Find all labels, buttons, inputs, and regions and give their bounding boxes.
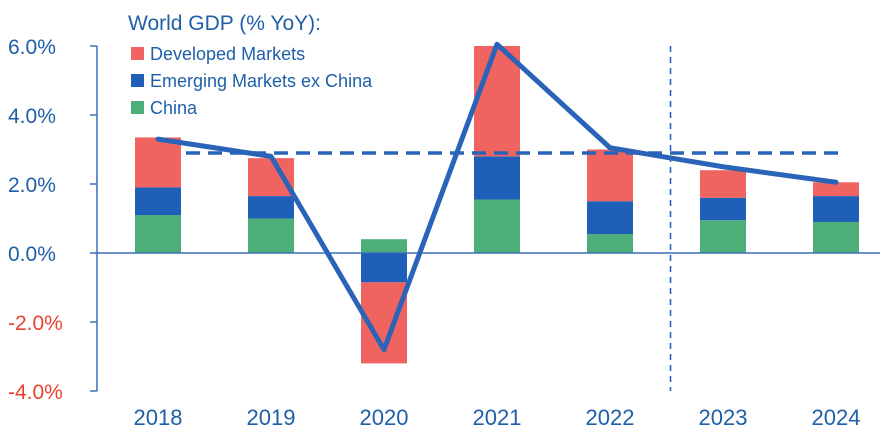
- bar-segment: [587, 201, 633, 235]
- x-tick-label: 2024: [812, 405, 861, 430]
- bar-segment: [135, 137, 181, 188]
- legend-label: China: [150, 98, 198, 118]
- bar-segment: [361, 239, 407, 253]
- legend-swatch: [131, 101, 144, 114]
- legend-swatch: [131, 47, 144, 60]
- bar-segment: [700, 220, 746, 253]
- bar-segment: [248, 158, 294, 197]
- total-line-group: [155, 41, 839, 353]
- y-tick-label: 6.0%: [8, 36, 56, 59]
- chart-title: World GDP (% YoY):: [128, 12, 321, 35]
- bar-segment: [248, 218, 294, 253]
- bars-group: [95, 46, 880, 364]
- bar-segment: [813, 196, 859, 222]
- y-tick-label: -2.0%: [8, 312, 63, 335]
- legend-swatch: [131, 74, 144, 87]
- y-tick-label: 2.0%: [8, 174, 56, 197]
- bar-segment: [813, 182, 859, 197]
- x-tick-label: 2018: [134, 405, 183, 430]
- bar-segment: [587, 149, 633, 202]
- x-tick-label: 2023: [699, 405, 748, 430]
- legend-label: Emerging Markets ex China: [150, 71, 373, 91]
- y-axis: 6.0% 4.0% 2.0% 0.0% -2.0% -4.0%: [8, 36, 98, 404]
- bar-segment: [248, 196, 294, 219]
- bar-segment: [361, 253, 407, 283]
- x-tick-label: 2022: [586, 405, 635, 430]
- total-gdp-line: [155, 41, 839, 353]
- bar-segment: [135, 187, 181, 216]
- y-tick-label: 4.0%: [8, 105, 56, 128]
- y-tick-label: -4.0%: [8, 381, 63, 404]
- legend-label: Developed Markets: [150, 44, 305, 64]
- legend: World GDP (% YoY): Developed Markets Emer…: [128, 12, 373, 118]
- bar-segment: [135, 215, 181, 253]
- x-tick-label: 2020: [360, 405, 409, 430]
- x-tick-label: 2021: [473, 405, 522, 430]
- x-axis: 2018 2019 2020 2021 2022 2023 2024: [134, 405, 861, 430]
- y-tick-label: 0.0%: [8, 243, 56, 266]
- x-tick-label: 2019: [247, 405, 296, 430]
- bar-segment: [474, 156, 520, 200]
- bar-segment: [474, 199, 520, 253]
- bar-segment: [813, 221, 859, 253]
- bar-segment: [700, 170, 746, 198]
- bar-segment: [587, 234, 633, 253]
- bar-segment: [700, 197, 746, 221]
- bar-segment: [474, 46, 520, 157]
- reference-group: [186, 46, 846, 391]
